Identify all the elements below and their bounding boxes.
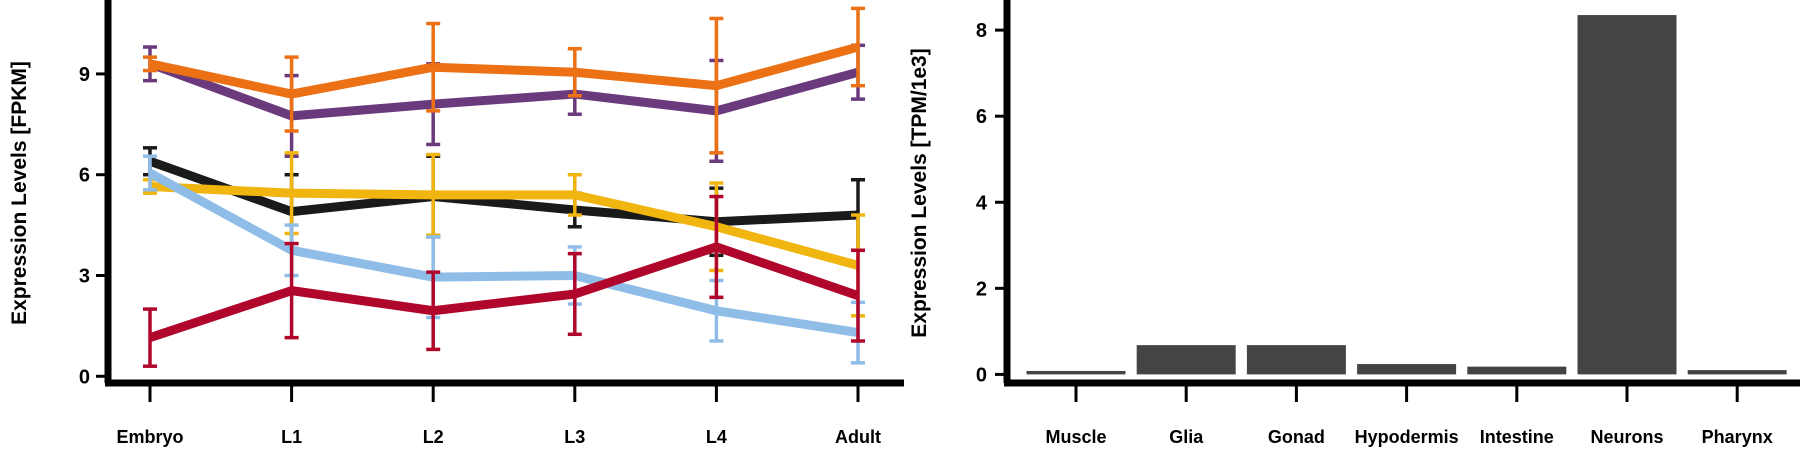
- bar-chart-x-tick-label: Glia: [1169, 427, 1204, 447]
- series-line: [148, 157, 859, 227]
- line-chart-y-tick-label: 3: [79, 265, 90, 287]
- bar-chart-x-tick-label: Gonad: [1268, 427, 1325, 447]
- line-series: [143, 151, 865, 318]
- line-chart-x-tick-label: L1: [281, 427, 302, 447]
- line-chart-y-tick-label: 0: [79, 366, 90, 388]
- bar-chart-x-tick-label: Hypodermis: [1355, 427, 1459, 447]
- error-bar: [567, 46, 582, 98]
- series-line: [149, 181, 860, 270]
- line-chart-x-tick-label: L4: [706, 427, 727, 447]
- error-bar: [143, 55, 157, 73]
- bar: [1026, 370, 1126, 375]
- error-bar: [567, 172, 582, 217]
- error-bar: [567, 251, 582, 337]
- line-chart-y-tick-label: 9: [79, 64, 90, 86]
- error-bar: [709, 16, 724, 155]
- error-bar: [426, 21, 441, 113]
- line-chart-y-tick-label: 6: [79, 165, 90, 187]
- error-bar: [426, 270, 441, 352]
- bar-chart-x-tick-label: Pharynx: [1702, 427, 1773, 447]
- error-bar: [851, 6, 865, 88]
- error-bar: [143, 154, 157, 192]
- bar-chart-panel: Expression Levels [TPM/1e3] 0 2 4 6 8 Muscle…: [908, 0, 1800, 447]
- bar: [1467, 366, 1567, 375]
- bar-chart-y-tick-label: 8: [976, 20, 987, 42]
- bar-chart-y-axis-label: Expression Levels [TPM/1e3]: [908, 48, 931, 337]
- bar-chart-x-tick-label: Intestine: [1480, 427, 1554, 447]
- line-chart-x-tick-label: Embryo: [116, 427, 183, 447]
- bar: [1687, 370, 1787, 375]
- bar: [1246, 345, 1346, 375]
- line-chart-x-tick-label: L3: [564, 427, 585, 447]
- line-chart-panel: Expression Levels [FPKM] 0 3 6 9 Embryo L1 L2…: [8, 0, 904, 447]
- bar-chart-x-tick-label: Muscle: [1045, 427, 1106, 447]
- series-line: [148, 242, 860, 342]
- series-line: [147, 169, 859, 338]
- series-line: [149, 42, 860, 99]
- bar-chart-y-tick-label: 2: [976, 278, 987, 300]
- line-chart-x-tick-label: Adult: [835, 427, 881, 447]
- error-bar: [284, 55, 299, 133]
- line-series: [143, 194, 865, 368]
- series-line: [148, 59, 860, 121]
- bar-chart-y-tick-label: 4: [976, 192, 988, 214]
- bar: [1577, 15, 1677, 375]
- bar-chart-x-tick-label: Neurons: [1590, 427, 1663, 447]
- error-bar: [143, 307, 157, 368]
- error-bar: [851, 248, 865, 343]
- line-chart-x-tick-label: L2: [423, 427, 444, 447]
- error-bar: [284, 241, 299, 340]
- error-bar: [709, 194, 724, 300]
- line-series: [143, 43, 865, 164]
- line-chart-y-axis-label: Expression Levels [FPKM]: [8, 61, 31, 325]
- bar-chart-y-tick-label: 0: [976, 364, 987, 386]
- bar: [1136, 345, 1236, 375]
- bar-chart-y-tick-label: 6: [976, 106, 987, 128]
- bar: [1357, 364, 1457, 375]
- line-series: [143, 6, 865, 155]
